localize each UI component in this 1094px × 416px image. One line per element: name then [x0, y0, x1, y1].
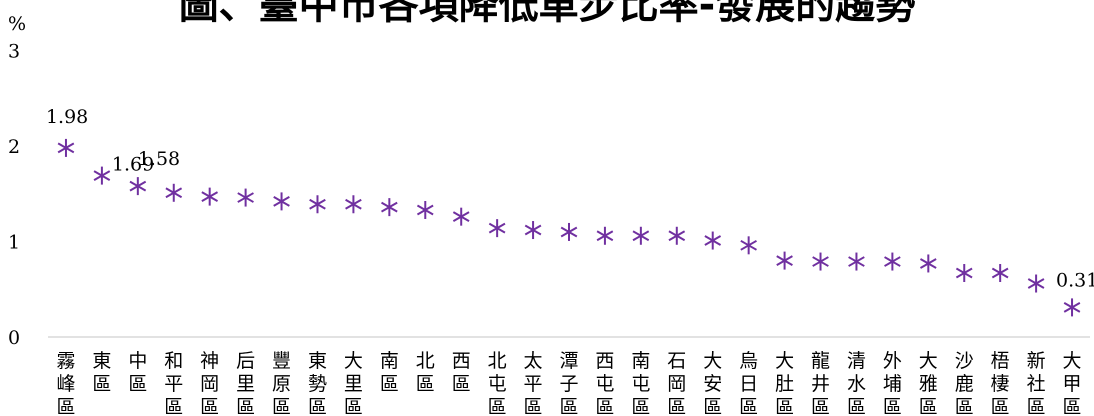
- x-category-label: 中區: [128, 350, 147, 395]
- x-category-label: 大肚區: [775, 350, 794, 416]
- data-point: [345, 195, 362, 214]
- data-point: [201, 187, 219, 206]
- data-point: [309, 195, 326, 214]
- data-point: [129, 177, 147, 196]
- y-tick-label: 2: [8, 136, 20, 158]
- data-point: [237, 188, 254, 207]
- data-point: [560, 222, 578, 241]
- data-point: [1063, 298, 1081, 317]
- chart-title: 圖、臺中市各項降低車步比率-發展的趨勢: [178, 0, 916, 28]
- data-point: [955, 264, 973, 283]
- data-point: [596, 226, 614, 245]
- data-point: [93, 166, 111, 185]
- x-category-label: 石岡區: [667, 350, 686, 416]
- x-category-label: 太平區: [524, 350, 543, 416]
- x-axis-categories: 霧峰區東區中區和平區神岡區后里區豐原區東勢區大里區南區北區西區北屯區太平區潭子區…: [56, 350, 1081, 416]
- data-point: [740, 236, 757, 255]
- x-category-label: 外埔區: [883, 350, 902, 416]
- data-point: [452, 207, 470, 226]
- x-category-label: 大里區: [344, 350, 363, 416]
- x-category-label: 北區: [416, 350, 435, 395]
- data-point: [884, 252, 901, 271]
- x-category-label: 南區: [380, 350, 399, 395]
- data-point: [273, 192, 290, 211]
- x-category-label: 霧峰區: [56, 350, 75, 416]
- data-label: 1.58: [138, 148, 180, 170]
- x-category-label: 北屯區: [488, 350, 507, 416]
- x-category-label: 大安區: [703, 350, 722, 416]
- data-label: 0.31: [1056, 269, 1094, 291]
- x-category-label: 新社區: [1027, 350, 1046, 416]
- data-point: [165, 183, 183, 202]
- y-axis-ticks: 0 1 2 3: [8, 41, 20, 350]
- x-category-label: 東區: [92, 350, 111, 395]
- x-category-label: 后里區: [236, 350, 255, 416]
- x-category-label: 和平區: [164, 350, 183, 416]
- x-category-label: 大雅區: [919, 350, 938, 416]
- x-category-label: 梧棲區: [991, 350, 1010, 416]
- x-category-label: 烏日區: [739, 350, 758, 416]
- data-point: [848, 252, 865, 271]
- data-label: 1.98: [46, 106, 88, 128]
- y-axis-label: %: [8, 13, 26, 35]
- x-category-label: 清水區: [847, 350, 866, 416]
- data-point: [416, 200, 434, 219]
- data-point: [381, 198, 398, 217]
- x-category-label: 西區: [452, 350, 471, 395]
- data-label: 1.69: [112, 154, 154, 176]
- data-point: [1027, 274, 1045, 293]
- x-category-label: 南屯區: [631, 350, 650, 416]
- y-tick-label: 3: [8, 41, 20, 63]
- data-point: [668, 226, 686, 245]
- data-point: [776, 251, 793, 270]
- data-point: [812, 252, 829, 271]
- data-point: [57, 138, 75, 157]
- data-point: [704, 231, 722, 250]
- data-point: [632, 226, 650, 245]
- y-tick-label: 0: [8, 327, 20, 349]
- x-category-label: 豐原區: [272, 350, 291, 416]
- x-category-label: 西屯區: [595, 350, 614, 416]
- data-point: [488, 219, 506, 238]
- data-point: [919, 254, 937, 273]
- x-category-label: 神岡區: [200, 350, 219, 416]
- x-category-label: 沙鹿區: [955, 350, 974, 416]
- x-category-label: 龍井區: [811, 350, 830, 416]
- x-category-label: 東勢區: [308, 350, 327, 416]
- data-labels: 1.98 1.691.58 0.31: [46, 106, 1094, 291]
- data-point: [991, 264, 1009, 283]
- data-point: [524, 221, 542, 240]
- x-category-label: 潭子區: [559, 350, 578, 416]
- x-category-label: 大甲區: [1063, 350, 1082, 416]
- y-tick-label: 1: [8, 232, 20, 254]
- data-points: [57, 138, 1081, 317]
